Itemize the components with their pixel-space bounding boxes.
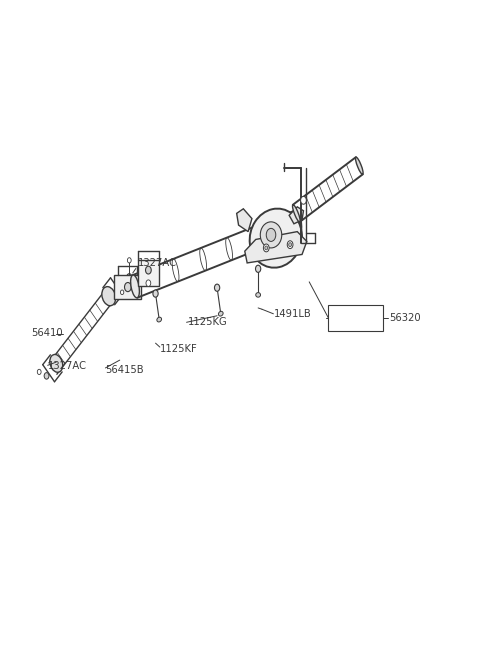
Ellipse shape <box>356 157 363 174</box>
Ellipse shape <box>102 287 116 306</box>
Text: 1125KG: 1125KG <box>188 317 227 327</box>
Ellipse shape <box>146 280 151 286</box>
Ellipse shape <box>264 244 269 252</box>
Ellipse shape <box>288 243 291 247</box>
Polygon shape <box>289 207 303 224</box>
Ellipse shape <box>266 229 276 242</box>
Ellipse shape <box>37 369 41 375</box>
Ellipse shape <box>127 257 131 263</box>
Text: 56410: 56410 <box>32 328 63 338</box>
Bar <box>138 260 159 286</box>
Text: 1491LB: 1491LB <box>275 309 312 319</box>
Ellipse shape <box>218 311 223 316</box>
Polygon shape <box>237 209 252 232</box>
Ellipse shape <box>293 210 301 233</box>
Ellipse shape <box>127 274 132 281</box>
Bar <box>328 305 383 331</box>
Ellipse shape <box>265 246 268 250</box>
Ellipse shape <box>131 275 139 298</box>
Ellipse shape <box>256 293 261 297</box>
Ellipse shape <box>250 208 302 268</box>
Text: 1125KF: 1125KF <box>160 344 198 354</box>
Ellipse shape <box>260 222 282 248</box>
Ellipse shape <box>44 373 49 379</box>
Text: 1327AC: 1327AC <box>48 362 87 371</box>
Ellipse shape <box>300 196 306 204</box>
Ellipse shape <box>50 354 63 372</box>
Ellipse shape <box>215 284 220 291</box>
Polygon shape <box>245 232 307 263</box>
Ellipse shape <box>145 266 151 274</box>
Ellipse shape <box>124 282 131 291</box>
Ellipse shape <box>292 205 300 222</box>
Ellipse shape <box>287 241 293 249</box>
Text: 56415B: 56415B <box>106 364 144 375</box>
Ellipse shape <box>157 317 162 322</box>
Bar <box>115 275 141 299</box>
Ellipse shape <box>133 288 136 293</box>
Ellipse shape <box>120 290 124 295</box>
Text: 1327AC: 1327AC <box>138 257 177 267</box>
Ellipse shape <box>153 290 158 297</box>
Ellipse shape <box>255 265 261 272</box>
Text: 56320: 56320 <box>389 313 420 323</box>
